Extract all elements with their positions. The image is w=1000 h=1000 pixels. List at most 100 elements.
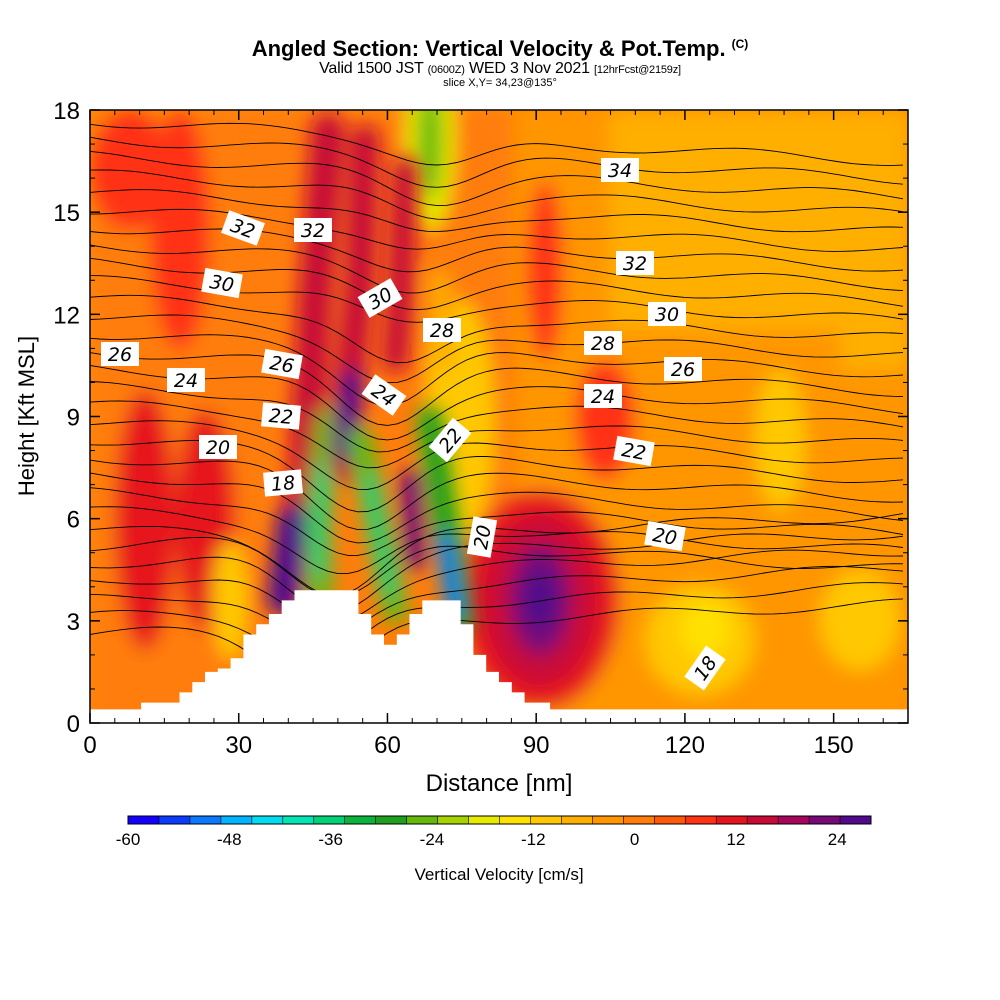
colorbar-swatch — [592, 816, 624, 824]
theta-label-box — [263, 469, 303, 497]
field-blob-15 — [525, 570, 555, 630]
theta-label-box — [101, 342, 139, 366]
theta-label-box — [201, 267, 243, 299]
chart-title: Angled Section: Vertical Velocity & Pot.… — [251, 36, 749, 61]
x-tick-label: 150 — [814, 732, 854, 759]
field-blob-3 — [840, 110, 908, 370]
theta-label: 26 — [261, 348, 303, 380]
theta-contour-line — [90, 314, 904, 384]
theta-label: 22 — [261, 402, 301, 430]
theta-label-text: 22 — [268, 405, 294, 429]
theta-label-box — [684, 645, 726, 691]
colorbar-tick-label: 24 — [828, 830, 847, 849]
theta-label-box — [423, 318, 461, 342]
y-axis-label: Height [Kft MSL] — [14, 336, 39, 496]
theta-label: 24 — [167, 368, 205, 392]
theta-label: 28 — [423, 318, 461, 342]
field-blob-8 — [212, 540, 248, 660]
theta-label-box — [584, 331, 622, 355]
colorbar-swatch — [282, 816, 315, 824]
y-tick-label: 12 — [53, 302, 80, 329]
colorbar-swatch — [499, 816, 531, 824]
theta-contour-line — [90, 208, 904, 252]
colorbar-tick-label: -24 — [420, 830, 445, 849]
theta-label: 30 — [201, 267, 243, 299]
y-tick-label: 15 — [53, 200, 80, 227]
colorbar-swatch — [313, 816, 346, 824]
colorbar-swatch — [468, 816, 500, 824]
colorbar-swatch — [530, 816, 562, 824]
field-blobs — [90, 110, 908, 723]
theta-label-box — [261, 348, 303, 380]
band-downdraft-east-core — [438, 533, 462, 617]
y-tick-label: 9 — [67, 405, 80, 432]
colorbar-swatch — [406, 816, 439, 824]
theta-label-box — [221, 210, 265, 246]
theta-contour-line — [90, 244, 904, 294]
theta-contour-line — [90, 487, 904, 556]
theta-contour-line — [90, 420, 904, 490]
theta-label-text: 24 — [591, 386, 615, 408]
colorbar-swatch — [375, 816, 408, 824]
colorbar-label: Vertical Velocity [cm/s] — [414, 865, 583, 884]
theta-contour-line — [90, 598, 904, 685]
terrain — [90, 590, 908, 723]
theta-label-box — [664, 357, 702, 381]
theta-label-box — [357, 278, 403, 318]
theta-label-text: 18 — [270, 472, 296, 496]
theta-label-text: 32 — [301, 220, 325, 242]
theta-label-box — [466, 516, 498, 558]
theta-label: 32 — [616, 251, 654, 275]
colorbar-tick-label: -36 — [318, 830, 343, 849]
colorbar: -60 -48 -36 -24 -12 0 12 24 Vertical Velocity [c… — [116, 815, 872, 884]
x-tick-label: 0 — [83, 732, 96, 759]
terrain-profile — [90, 590, 908, 723]
colorbar-swatch — [561, 816, 593, 824]
theta-contour-line — [90, 381, 904, 453]
y-tick-label: 18 — [53, 98, 80, 125]
forecast-info: [12hrFcst@2159z] — [594, 64, 681, 76]
theta-label: 26 — [664, 357, 702, 381]
colorbar-tick-label: 0 — [630, 830, 639, 849]
x-axis-label: Distance [nm] — [426, 770, 573, 797]
field-blob-7 — [115, 390, 175, 650]
theta-contour-line — [90, 506, 904, 575]
theta-label-box — [613, 435, 655, 467]
theta-label-text: 30 — [655, 304, 679, 326]
theta-label-box — [199, 435, 237, 459]
slice-info: slice X,Y= 34,23@135° — [443, 77, 557, 89]
y-tick-label: 3 — [67, 609, 80, 636]
theta-contour-line — [90, 150, 904, 207]
theta-label-text: 26 — [671, 359, 695, 381]
theta-contour-line — [90, 525, 904, 598]
colorbar-swatch — [158, 816, 191, 824]
colorbar-swatch — [809, 816, 841, 824]
theta-label: 28 — [584, 331, 622, 355]
band-updraft-east — [382, 157, 418, 373]
theta-label-text: 20 — [470, 523, 496, 551]
theta-label: 32 — [294, 218, 332, 242]
theta-label-box — [261, 402, 301, 430]
colorbar-tick-label: 12 — [726, 830, 745, 849]
theta-label-text: 26 — [268, 352, 296, 378]
theta-label-text: 28 — [591, 333, 615, 355]
x-tick-label: 60 — [374, 732, 401, 759]
theta-label: 18 — [263, 469, 303, 497]
field-blob-17 — [680, 602, 730, 658]
theta-contour-line — [90, 334, 904, 407]
theta-label-text: 26 — [108, 344, 132, 366]
field-blob-18 — [820, 570, 900, 670]
theta-label-text: 34 — [608, 160, 632, 182]
theta-label: 20 — [199, 435, 237, 459]
velocity-field — [90, 110, 908, 723]
colorbar-swatch — [189, 816, 222, 824]
x-tick-label: 120 — [665, 732, 705, 759]
theta-label-text: 20 — [651, 524, 679, 550]
field-blob-20 — [527, 180, 563, 360]
theta-contour-line — [90, 169, 904, 220]
theta-label: 20 — [644, 520, 686, 552]
colorbar-swatch — [437, 816, 470, 824]
theta-label-box — [584, 384, 622, 408]
theta-label-text: 30 — [208, 271, 236, 297]
